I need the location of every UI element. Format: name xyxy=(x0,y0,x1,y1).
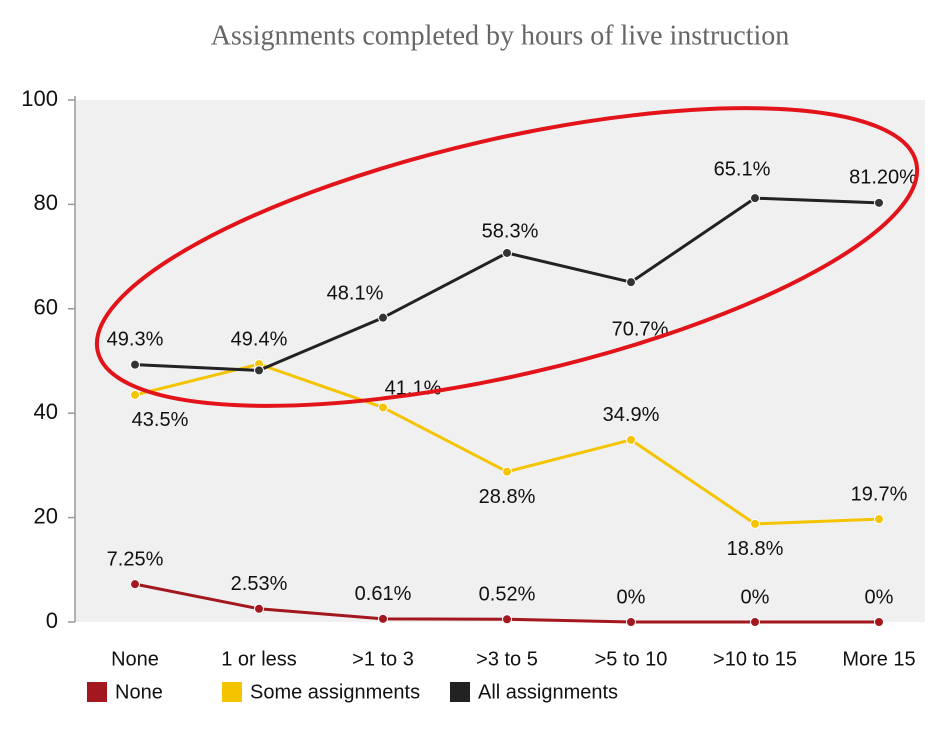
point xyxy=(254,365,264,376)
data-label: 43.5% xyxy=(132,409,189,431)
x-tick-label: More 15 xyxy=(842,648,915,670)
legend-label: Some assignments xyxy=(250,681,420,703)
point xyxy=(130,579,140,590)
x-tick-label: >3 to 5 xyxy=(476,648,538,670)
point xyxy=(874,617,884,627)
data-label: 0.52% xyxy=(479,584,536,606)
annotation: 48.1% xyxy=(327,282,384,304)
x-tick-label: >10 to 15 xyxy=(713,648,797,670)
y-tick-label: 20 xyxy=(34,503,58,528)
point xyxy=(502,466,512,477)
point xyxy=(874,197,884,208)
data-label: 7.25% xyxy=(107,548,164,570)
point xyxy=(750,617,760,627)
x-tick-label: None xyxy=(111,648,159,670)
legend-swatch xyxy=(222,682,242,702)
point xyxy=(874,514,884,525)
x-tick-label: >1 to 3 xyxy=(352,648,414,670)
highlight-ellipse xyxy=(94,106,920,408)
annotation: 81.20% xyxy=(849,166,917,188)
data-label: 49.4% xyxy=(231,328,288,350)
y-tick-label: 60 xyxy=(34,295,58,320)
data-label: 0% xyxy=(741,586,770,608)
point xyxy=(378,312,388,323)
annotation: 70.7% xyxy=(612,318,669,340)
legend-label: All assignments xyxy=(478,681,618,703)
data-label: 0.61% xyxy=(355,583,412,605)
data-label: 2.53% xyxy=(231,573,288,595)
point xyxy=(750,193,760,204)
point xyxy=(626,277,636,288)
y-tick-label: 40 xyxy=(34,399,58,424)
data-label: 18.8% xyxy=(727,538,784,560)
plot: 0 20 40 60 80 100 None 1 or less >1 to 3 >3 to 5 >… xyxy=(21,86,917,703)
point xyxy=(502,614,512,625)
point xyxy=(626,617,636,627)
y-tick-label: 80 xyxy=(34,190,58,215)
data-label: 19.7% xyxy=(851,483,908,505)
point xyxy=(254,603,264,614)
y-tick-label: 100 xyxy=(21,86,58,111)
point xyxy=(378,613,388,624)
point xyxy=(130,359,140,370)
annotation: 49.3% xyxy=(107,328,164,350)
y-tick-label: 0 xyxy=(46,608,58,633)
data-label: 0% xyxy=(617,586,646,608)
annotation: 58.3% xyxy=(482,220,539,242)
annotation: 65.1% xyxy=(714,158,771,180)
point xyxy=(750,518,760,529)
data-label: 0% xyxy=(865,586,894,608)
plot-area xyxy=(75,100,925,622)
chart-title: Assignments completed by hours of live i… xyxy=(211,20,790,51)
point xyxy=(502,247,512,258)
point xyxy=(626,434,636,445)
x-tick-label: >5 to 10 xyxy=(595,648,668,670)
legend-swatch xyxy=(87,682,107,702)
point xyxy=(130,389,140,400)
point xyxy=(378,402,388,413)
x-tick-label: 1 or less xyxy=(221,648,297,670)
legend-label: None xyxy=(115,681,163,703)
data-label: 28.8% xyxy=(479,486,536,508)
legend-swatch xyxy=(450,682,470,702)
data-label: 34.9% xyxy=(603,404,660,426)
